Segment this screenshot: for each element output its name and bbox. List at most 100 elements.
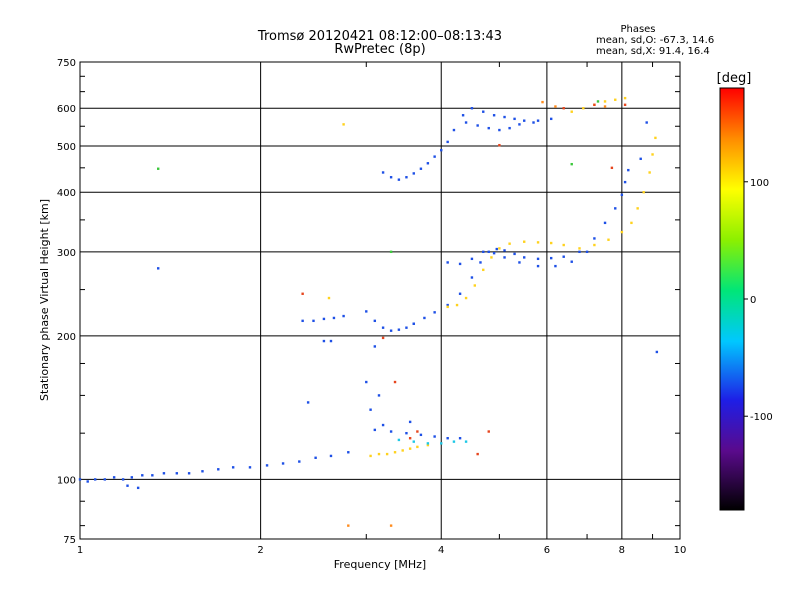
data-point: [455, 303, 459, 307]
data-point: [482, 110, 485, 113]
phase-header: Phases: [620, 24, 655, 35]
data-point: [397, 328, 401, 331]
data-point: [86, 480, 89, 483]
data-point: [342, 314, 345, 318]
data-point: [578, 247, 581, 250]
data-point: [452, 128, 456, 132]
data-point: [201, 470, 204, 473]
x-axis-ticks: 1 2 4 6 8 10: [77, 62, 687, 556]
data-point: [508, 126, 511, 130]
data-point: [332, 316, 336, 320]
data-point: [554, 105, 557, 108]
phase-o-stats: mean, sd,O: -67.3, 14.6: [596, 35, 714, 46]
data-point: [479, 261, 482, 264]
data-point: [265, 464, 269, 467]
data-point: [562, 243, 565, 247]
data-point: [312, 319, 315, 323]
data-point: [412, 172, 415, 175]
data-point: [408, 420, 412, 424]
data-point: [536, 257, 540, 261]
data-point: [157, 167, 160, 170]
data-point: [419, 167, 423, 170]
data-point: [503, 256, 506, 259]
data-point: [446, 261, 449, 264]
data-point: [603, 221, 607, 225]
data-point: [523, 240, 526, 243]
x-tick-label: 6: [544, 545, 550, 556]
data-point: [408, 437, 412, 440]
y-tick-label: 100: [57, 475, 76, 486]
data-point: [381, 423, 385, 427]
data-point: [369, 408, 372, 411]
data-point: [523, 119, 526, 122]
data-point: [642, 191, 645, 194]
data-point: [112, 476, 116, 479]
data-point: [578, 250, 581, 254]
data-point: [636, 207, 639, 210]
data-point: [162, 472, 166, 475]
data-point: [570, 162, 573, 166]
data-point: [385, 452, 389, 456]
phase-x-stats: mean, sd,X: 91.4, 16.4: [596, 46, 710, 57]
chart-subtitle: RwPretec (8p): [334, 42, 425, 57]
data-point: [482, 250, 485, 254]
data-point: [175, 472, 179, 475]
data-point: [549, 117, 553, 121]
data-point: [397, 438, 401, 442]
data-point: [130, 476, 134, 479]
data-point: [416, 430, 419, 433]
data-point: [570, 110, 573, 113]
data-point: [603, 100, 607, 103]
data-point: [151, 474, 154, 477]
data-point: [452, 440, 456, 443]
data-point: [473, 284, 477, 287]
data-point: [389, 176, 393, 179]
data-point: [614, 98, 617, 101]
data-point: [464, 121, 468, 124]
data-point: [397, 178, 401, 181]
y-tick-label: 400: [57, 188, 76, 199]
data-point: [306, 401, 310, 404]
data-point: [518, 123, 521, 126]
colorbar-ticks: 100 0 -100: [744, 178, 773, 423]
data-point: [593, 243, 596, 247]
data-point: [322, 317, 326, 321]
data-point: [157, 267, 160, 270]
data-point: [381, 326, 385, 329]
x-tick-label: 8: [619, 545, 625, 556]
data-point: [655, 350, 659, 354]
data-point: [610, 166, 614, 170]
data-point: [498, 247, 501, 250]
data-point: [365, 380, 368, 384]
data-point: [458, 292, 462, 295]
data-point: [187, 472, 191, 475]
chart-title: Tromsø 20120421 08:12:00–08:13:43: [257, 29, 502, 44]
x-tick-label: 1: [77, 545, 83, 556]
data-point: [549, 241, 553, 245]
x-tick-label: 10: [674, 545, 687, 556]
data-point: [498, 143, 501, 147]
data-point: [440, 148, 443, 152]
data-point: [329, 339, 333, 343]
data-point: [373, 345, 377, 348]
data-point: [536, 241, 540, 244]
data-point: [405, 176, 408, 179]
colorbar-tick-label: -100: [750, 412, 773, 423]
data-point: [446, 305, 449, 309]
y-axis-label: Stationary phase Virtual Height [km]: [38, 199, 51, 401]
y-tick-label: 200: [57, 332, 76, 343]
x-tick-label: 4: [438, 545, 444, 556]
data-point: [121, 478, 125, 481]
data-point: [623, 103, 627, 107]
data-point: [446, 140, 449, 144]
data-point: [377, 452, 381, 456]
data-point: [281, 462, 285, 465]
data-point: [405, 326, 408, 329]
data-point: [492, 252, 496, 255]
x-axis-label: Frequency [MHz]: [334, 558, 426, 571]
y-tick-label: 300: [57, 248, 76, 259]
data-point: [217, 468, 220, 471]
data-point: [482, 268, 485, 272]
data-point: [487, 250, 490, 254]
